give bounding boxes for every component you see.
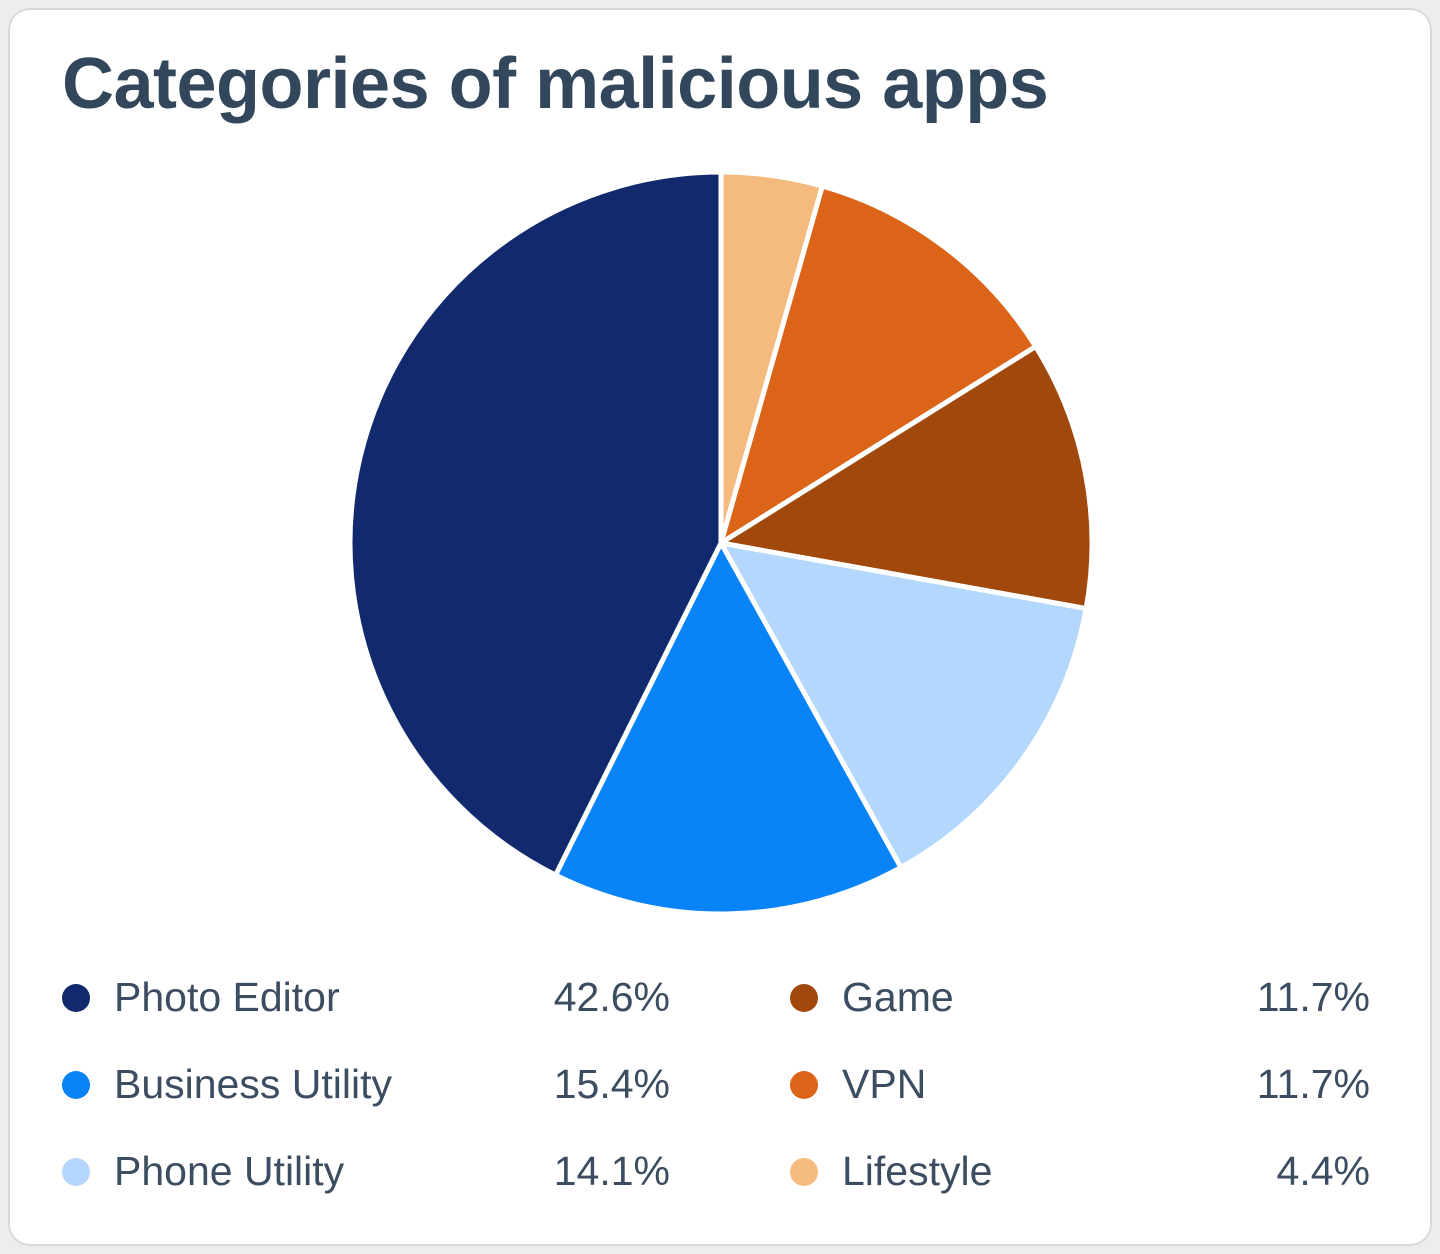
legend-label: Game — [842, 974, 954, 1020]
legend-value: 11.7% — [1256, 1061, 1370, 1107]
legend-label: VPN — [842, 1061, 927, 1107]
pie-slice-photo-editor — [347, 169, 724, 878]
business-utility-color-dot — [62, 1070, 90, 1099]
chart-title: Categories of malicious apps — [62, 44, 1049, 124]
legend-label: Photo Editor — [114, 974, 340, 1020]
legend-item-lifestyle: Lifestyle 4.4% — [790, 1128, 1370, 1215]
pie-slice-phone-utility — [718, 540, 1089, 870]
pie-slice-business-utility — [553, 540, 904, 917]
pie-slice-vpn — [718, 183, 1039, 546]
vpn-color-dot — [790, 1070, 818, 1099]
legend-label: Lifestyle — [842, 1148, 993, 1194]
legend-value: 4.4% — [1276, 1148, 1370, 1194]
game-color-dot — [790, 983, 818, 1012]
chart-legend: Photo Editor 42.6% Business Utility 15.4… — [62, 954, 1370, 1215]
legend-value: 11.7% — [1256, 974, 1370, 1020]
legend-item-vpn: VPN 11.7% — [790, 1041, 1370, 1128]
legend-item-business-utility: Business Utility 15.4% — [62, 1041, 670, 1128]
pie-slice-game — [718, 344, 1095, 612]
legend-item-photo-editor: Photo Editor 42.6% — [62, 954, 670, 1041]
legend-value: 14.1% — [553, 1148, 670, 1194]
photo-editor-color-dot — [62, 983, 90, 1012]
phone-utility-color-dot — [62, 1157, 90, 1186]
lifestyle-color-dot — [790, 1157, 818, 1186]
chart-card: Categories of malicious apps Photo Edito… — [8, 8, 1432, 1246]
legend-label: Phone Utility — [114, 1148, 345, 1194]
legend-label: Business Utility — [114, 1061, 392, 1107]
legend-item-phone-utility: Phone Utility 14.1% — [62, 1128, 670, 1215]
legend-value: 42.6% — [553, 974, 670, 1020]
legend-value: 15.4% — [553, 1061, 670, 1107]
legend-item-game: Game 11.7% — [790, 954, 1370, 1041]
pie-chart — [347, 169, 1095, 917]
